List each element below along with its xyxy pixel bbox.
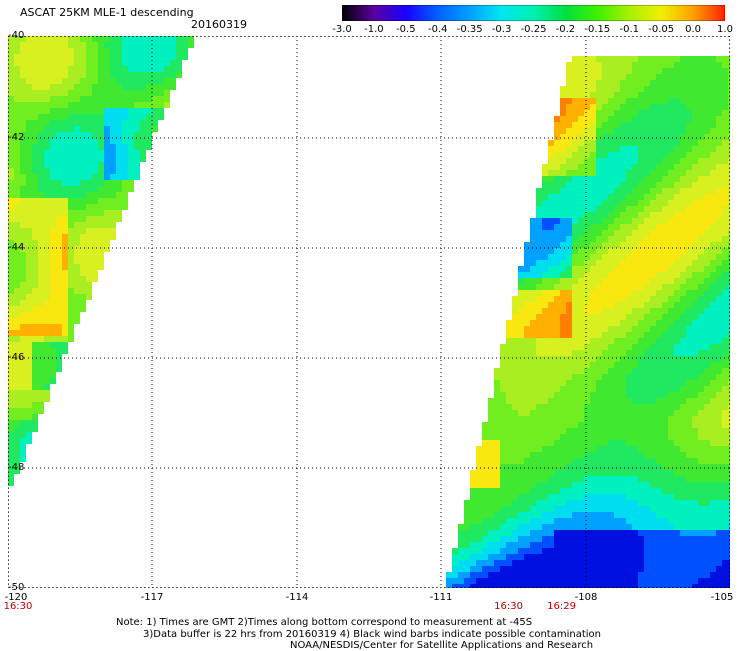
colorbar-label: 1.0	[717, 24, 733, 35]
colorbar-label: -0.15	[584, 24, 611, 35]
colorbar-label: -0.25	[520, 24, 547, 35]
longitude-label: -111	[429, 592, 453, 603]
colorbar-label: 0.0	[685, 24, 702, 35]
colorbar	[342, 5, 725, 21]
longitude-label: -108	[574, 592, 598, 603]
colorbar-label: -0.35	[456, 24, 483, 35]
colorbar-label: -0.5	[396, 24, 416, 35]
time-label: 16:30	[3, 601, 33, 612]
note-line-1: Note: 1) Times are GMT 2)Times along bot…	[116, 617, 533, 628]
time-label: 16:30	[494, 601, 523, 612]
latitude-label: -50	[8, 582, 25, 593]
latitude-label: -40	[8, 30, 25, 41]
latitude-label: -44	[8, 242, 25, 253]
colorbar-label: -3.0	[332, 24, 352, 35]
latitude-label: -42	[8, 132, 25, 143]
colorbar-label: -1.0	[364, 24, 384, 35]
colorbar-gradient	[342, 5, 725, 21]
colorbar-label: -0.2	[555, 24, 576, 35]
colorbar-label: -0.05	[648, 24, 675, 35]
colorbar-label: -0.3	[491, 24, 512, 35]
longitude-label: -120	[4, 592, 28, 603]
colorbar-label: -0.1	[619, 24, 640, 35]
note-line-2: 3)Data buffer is 22 hrs from 20160319 4)…	[143, 629, 601, 640]
time-label: 16:29	[547, 601, 576, 612]
swath-map	[8, 36, 730, 588]
swath-cells	[8, 36, 730, 588]
longitude-label: -117	[140, 592, 164, 603]
longitude-label: -114	[285, 592, 309, 603]
map-date: 20160319	[191, 18, 247, 31]
map-title: ASCAT 25KM MLE-1 descending	[20, 6, 194, 19]
note-line-3: NOAA/NESDIS/Center for Satellite Applica…	[290, 640, 594, 651]
latitude-label: -48	[8, 462, 25, 473]
latitude-label: -46	[8, 352, 25, 363]
lat-lon-grid	[8, 36, 730, 588]
longitude-label: -105	[710, 592, 734, 603]
colorbar-label: -0.4	[427, 24, 448, 35]
